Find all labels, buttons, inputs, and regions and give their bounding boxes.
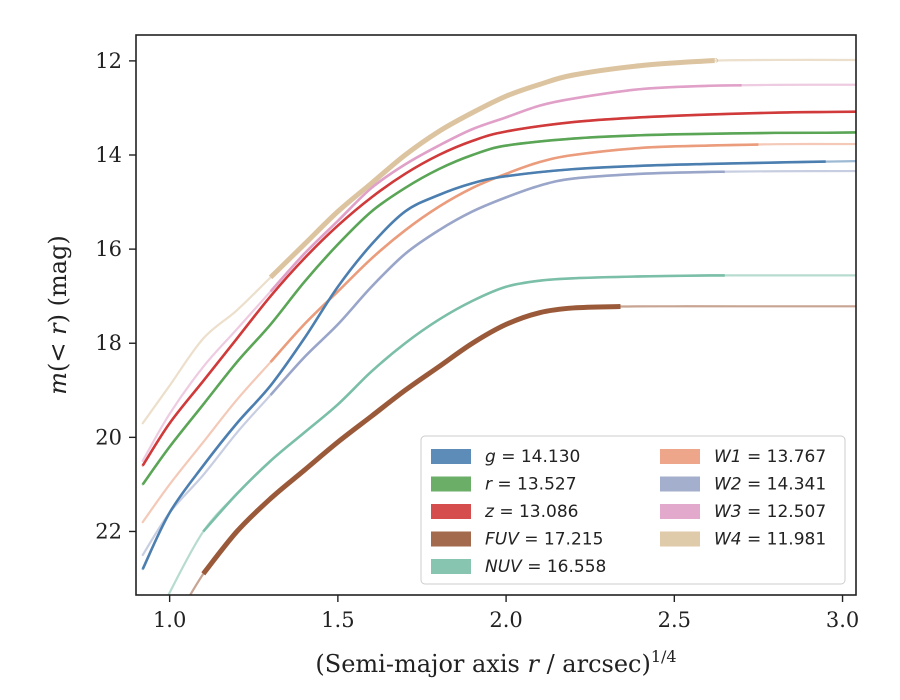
x-tick-label: 3.0 xyxy=(826,608,859,632)
legend-label: W2 = 14.341 xyxy=(714,475,826,495)
series-W4 xyxy=(141,58,856,425)
legend-item-W3: W3 = 12.507 xyxy=(660,502,826,522)
y-tick-label: 16 xyxy=(95,237,122,261)
series-band-W3 xyxy=(269,84,742,293)
y-tick-label: 22 xyxy=(95,519,122,543)
legend-swatch xyxy=(660,504,700,519)
legend-swatch xyxy=(660,476,700,492)
legend-swatch xyxy=(431,504,471,519)
legend-label: W4 = 11.981 xyxy=(714,530,826,550)
series-z xyxy=(141,110,856,467)
y-tick-label: 20 xyxy=(95,425,122,449)
legend-item-NUV: NUV = 16.558 xyxy=(431,557,606,577)
series-band-W4 xyxy=(268,58,719,280)
legend-swatch xyxy=(431,449,471,464)
series-band-W1 xyxy=(269,143,759,363)
legend-box xyxy=(420,435,846,585)
legend-label: r = 13.527 xyxy=(485,475,577,495)
legend-label: FUV = 17.215 xyxy=(485,530,603,550)
legend-swatch xyxy=(431,531,471,547)
y-tick-label: 18 xyxy=(95,331,122,355)
series-g xyxy=(141,160,856,571)
legend-swatch xyxy=(431,559,471,574)
x-tick-label: 2.0 xyxy=(489,608,522,632)
legend-item-g: g = 14.130 xyxy=(431,447,580,467)
series-FUV xyxy=(188,304,856,595)
y-axis: 12 14 16 18 20 22 xyxy=(95,49,136,543)
series-r xyxy=(141,131,856,486)
legend-swatch xyxy=(431,476,471,492)
x-tick-label: 1.5 xyxy=(321,608,354,632)
legend-label: z = 13.086 xyxy=(484,502,578,522)
series-band-z xyxy=(141,110,856,467)
series-band-r xyxy=(141,131,856,486)
series-band-FUV xyxy=(201,304,621,576)
plot-frame xyxy=(135,34,857,596)
legend-swatch xyxy=(660,531,700,547)
series-band-NUV xyxy=(202,274,725,533)
legend-item-W2: W2 = 14.341 xyxy=(660,475,826,495)
series-band-g xyxy=(141,160,826,570)
x-axis: 1.0 1.5 2.0 2.5 3.0 xyxy=(153,595,859,632)
series-W1 xyxy=(141,142,856,524)
series-line-r xyxy=(141,131,856,486)
legend-label: W3 = 12.507 xyxy=(714,502,826,522)
series-W2 xyxy=(141,169,856,557)
y-tick-label: 14 xyxy=(95,143,122,167)
legend-label: NUV = 16.558 xyxy=(485,557,606,577)
x-tick-label: 1.0 xyxy=(153,608,186,632)
legend-label: W1 = 13.767 xyxy=(714,447,826,467)
series-band-W2 xyxy=(269,170,725,396)
y-axis-title: m(< r) (mag) xyxy=(44,235,72,395)
y-tick-label: 12 xyxy=(95,49,122,73)
series-line-W3 xyxy=(141,83,856,462)
legend: g = 14.130 r = 13.527 z = 13.086 FUV = 17.2… xyxy=(420,435,846,585)
series-NUV xyxy=(167,274,856,595)
legend-label: g = 14.130 xyxy=(485,447,580,467)
series-layer xyxy=(141,58,856,595)
legend-item-W4: W4 = 11.981 xyxy=(660,530,826,550)
x-axis-title: (Semi-major axis r / arcsec)1/4 xyxy=(315,647,676,678)
x-tick-label: 2.5 xyxy=(658,608,691,632)
legend-swatch xyxy=(660,449,700,464)
series-W3 xyxy=(141,83,856,462)
legend-item-FUV: FUV = 17.215 xyxy=(431,530,603,550)
legend-item-r: r = 13.527 xyxy=(431,475,577,495)
legend-item-W1: W1 = 13.767 xyxy=(660,447,826,467)
legend-item-z: z = 13.086 xyxy=(431,502,578,522)
